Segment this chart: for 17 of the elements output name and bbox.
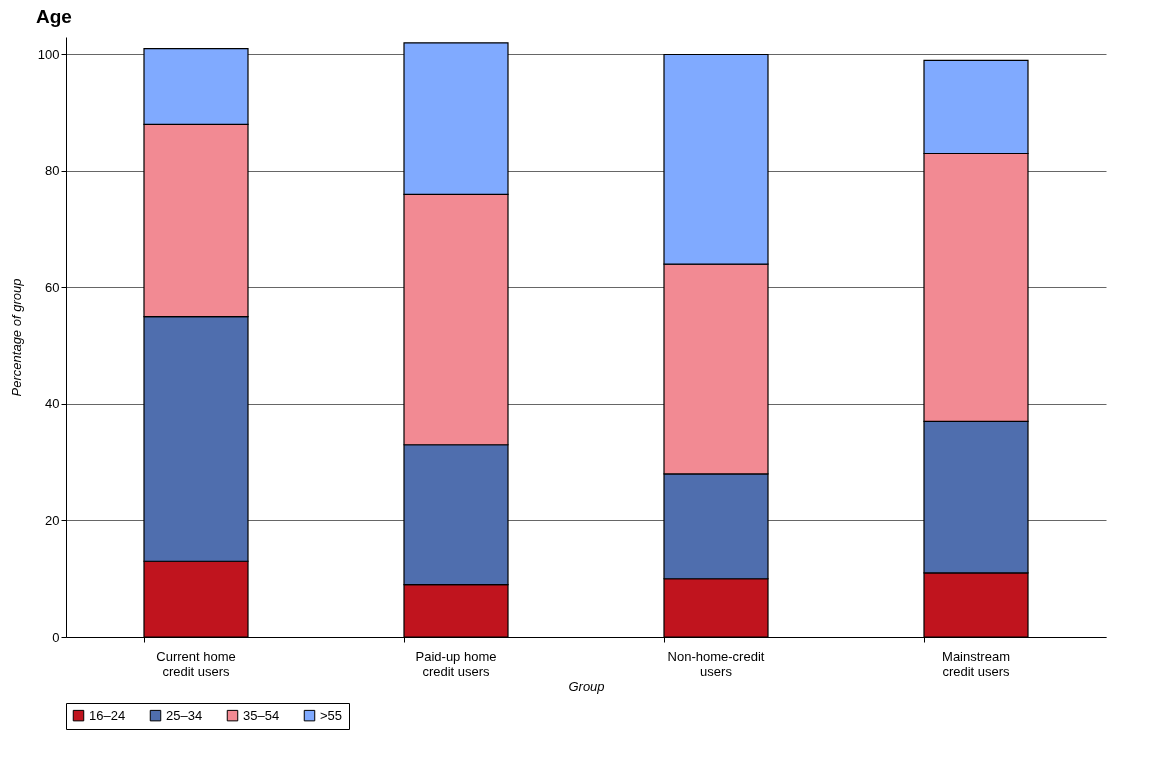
y-tick-label: 80	[45, 163, 60, 179]
legend-label: 25–34	[166, 707, 203, 723]
x-tick-label: Non-home-credit users	[667, 648, 765, 679]
legend-label: 16–24	[89, 707, 126, 723]
y-tick-label: 0	[52, 629, 60, 645]
y-tick-label: 60	[45, 279, 60, 295]
y-tick-label: 100	[37, 46, 60, 62]
x-axis-title: Group	[568, 678, 605, 694]
x-tick-label: Current home credit users	[156, 648, 236, 679]
legend-label: 35–54	[243, 707, 280, 723]
legend-label: >55	[320, 707, 343, 723]
x-tick-label: Paid-up home credit users	[415, 648, 497, 679]
x-tick-label: Mainstream credit users	[942, 648, 1011, 679]
chart-title: Age	[36, 6, 72, 27]
y-tick-label: 20	[45, 513, 60, 528]
y-axis-title: Percentage of group	[8, 278, 24, 397]
y-tick-label: 40	[45, 396, 60, 412]
